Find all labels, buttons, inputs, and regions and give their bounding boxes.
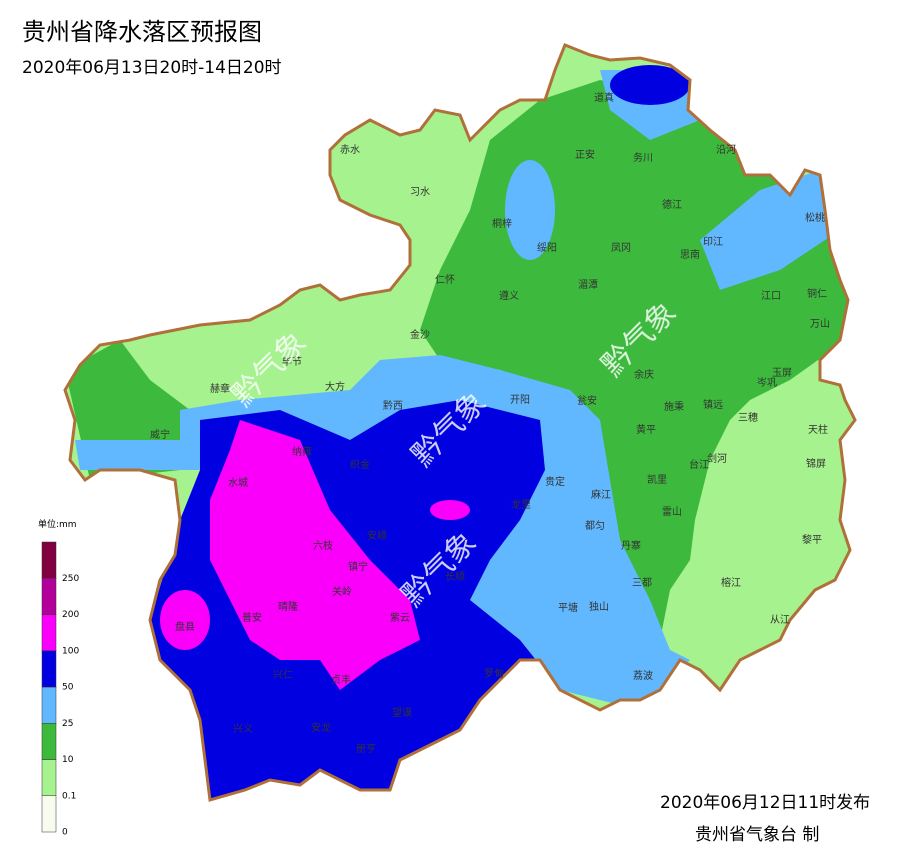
county-label: 六枝 — [313, 539, 333, 552]
county-label: 镇远 — [703, 398, 723, 411]
county-label: 兴义 — [233, 723, 253, 735]
county-label: 玉屏 — [772, 367, 792, 379]
county-label: 普安 — [242, 611, 262, 624]
legend-unit: 单位:mm — [38, 518, 77, 530]
legend-swatch — [41, 759, 57, 796]
county-label: 平塘 — [558, 601, 578, 614]
county-label: 关岭 — [332, 585, 352, 598]
legend-label: 0.1 — [62, 791, 76, 801]
county-label: 黔西 — [383, 399, 403, 412]
legend-swatch — [41, 686, 57, 724]
county-label: 正安 — [575, 148, 595, 161]
title: 贵州省降水落区预报图 — [22, 18, 262, 46]
county-label: 盘县 — [175, 620, 195, 633]
legend-label: 200 — [62, 610, 79, 620]
county-label: 晴隆 — [278, 600, 298, 613]
county-label: 凤冈 — [611, 242, 631, 254]
legend-label: 250 — [62, 574, 79, 584]
legend-label: 50 — [62, 683, 74, 693]
county-label: 绥阳 — [537, 242, 557, 254]
legend-swatch — [41, 795, 57, 833]
county-label: 镇宁 — [348, 560, 368, 573]
issued: 2020年06月12日11时发布 — [660, 793, 870, 813]
county-label: 麻江 — [591, 488, 611, 501]
county-label: 安龙 — [311, 721, 331, 734]
county-label: 道真 — [594, 91, 614, 104]
county-label: 开阳 — [510, 394, 530, 406]
county-label: 册亨 — [356, 742, 376, 755]
county-label: 瓮安 — [577, 394, 597, 407]
county-label: 贵定 — [545, 475, 565, 488]
county-label: 印江 — [703, 236, 723, 248]
county-label: 榕江 — [721, 576, 741, 589]
county-label: 锦屏 — [806, 457, 826, 470]
legend-label: 100 — [62, 646, 79, 656]
county-label: 黎平 — [802, 533, 822, 546]
legend-swatch — [41, 614, 57, 651]
county-label: 长顺 — [445, 571, 465, 583]
county-label: 务川 — [633, 151, 653, 164]
county-label: 三都 — [632, 577, 652, 589]
county-label: 岑巩 — [757, 377, 777, 389]
county-label: 都匀 — [585, 520, 605, 532]
county-label: 丹寨 — [621, 539, 641, 552]
county-label: 雷山 — [662, 506, 682, 518]
county-label: 松桃 — [805, 211, 825, 224]
county-label: 台江 — [689, 458, 709, 471]
county-label: 桐梓 — [492, 217, 512, 230]
county-label: 天柱 — [808, 423, 828, 436]
county-label: 大方 — [325, 380, 345, 393]
legend-label: 25 — [62, 719, 73, 729]
county-label: 兴仁 — [273, 669, 293, 681]
county-label: 遵义 — [499, 289, 519, 302]
county-label: 思南 — [680, 248, 700, 261]
legend-swatch — [41, 541, 57, 579]
county-label: 望谟 — [392, 706, 412, 719]
legend: 0 0.1 10 25 50 100 200 250 — [41, 541, 79, 838]
county-label: 剑河 — [707, 452, 727, 465]
county-label: 湄潭 — [578, 279, 598, 291]
county-label: 金沙 — [410, 328, 430, 341]
county-label: 仁怀 — [435, 274, 455, 286]
county-label: 织金 — [350, 458, 370, 471]
county-label: 贞丰 — [331, 673, 351, 686]
county-label: 德江 — [662, 198, 682, 211]
county-label: 凯里 — [647, 473, 667, 486]
county-label: 万山 — [810, 318, 830, 330]
county-label: 水城 — [228, 477, 248, 489]
county-label: 黄平 — [636, 423, 656, 436]
county-label: 从江 — [770, 614, 790, 626]
county-label: 施秉 — [664, 400, 684, 413]
county-label: 毕节 — [282, 355, 302, 368]
county-label: 罗甸 — [484, 667, 504, 680]
county-label: 赤水 — [340, 144, 360, 156]
county-label: 铜仁 — [807, 288, 827, 300]
producer: 贵州省气象台 制 — [695, 825, 819, 845]
county-label: 纳雍 — [292, 445, 312, 458]
county-label: 习水 — [410, 186, 430, 198]
legend-label: 10 — [62, 755, 74, 765]
county-label: 三穗 — [738, 411, 758, 424]
county-label: 安顺 — [367, 529, 387, 542]
legend-label: 0 — [62, 828, 68, 838]
subtitle: 2020年06月13日20时-14日20时 — [22, 58, 282, 78]
county-label: 威宁 — [150, 428, 170, 441]
county-label: 龙里 — [511, 498, 531, 511]
legend-swatch — [41, 650, 57, 688]
county-label: 荔波 — [633, 669, 653, 682]
county-label: 独山 — [589, 600, 609, 613]
county-label: 沿河 — [716, 144, 736, 156]
legend-swatch — [41, 578, 57, 615]
legend-swatch — [41, 723, 57, 760]
county-label: 余庆 — [634, 368, 654, 381]
county-label: 赫章 — [210, 382, 230, 395]
county-label: 江口 — [761, 290, 781, 302]
county-label: 紫云 — [390, 612, 410, 624]
